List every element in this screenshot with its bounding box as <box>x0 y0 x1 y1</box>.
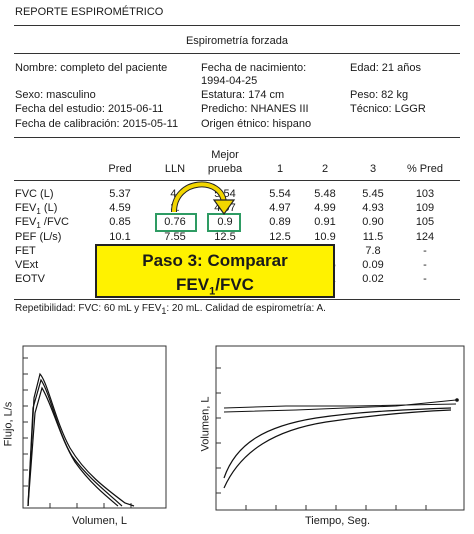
predicted-ref: Predicho: NHANES III <box>201 103 309 115</box>
table-cell: 5.45 <box>362 188 384 200</box>
table-cell: 124 <box>415 231 435 243</box>
divider <box>14 53 460 54</box>
table-cell: 11.5 <box>362 231 384 243</box>
calibration-date: Fecha de calibración: 2015-05-11 <box>15 118 179 130</box>
report-title: REPORTE ESPIROMÉTRICO <box>15 6 164 18</box>
age: Edad: 21 años <box>350 62 421 74</box>
table-cell: 5.37 <box>109 188 131 200</box>
table-cell: 0.9 <box>217 216 233 228</box>
table-cell: 7.55 <box>164 231 186 243</box>
technician: Técnico: LGGR <box>350 103 426 115</box>
divider <box>14 137 460 138</box>
header-best-line2: prueba <box>207 163 243 175</box>
header-trial-2: 2 <box>321 163 329 175</box>
banner-line1: Paso 3: Comparar <box>142 251 288 270</box>
time-chart-xlabel: Tiempo, Seg. <box>305 515 371 527</box>
table-cell: 0.85 <box>109 216 131 228</box>
header-trial-1: 1 <box>276 163 284 175</box>
divider <box>14 180 460 181</box>
flow-chart-xlabel: Volumen, L <box>72 515 128 527</box>
table-cell: 12.5 <box>214 231 236 243</box>
dob-value: 1994-04-25 <box>201 75 258 87</box>
table-cell: 0.09 <box>362 259 384 271</box>
table-cell: 0.90 <box>362 216 384 228</box>
header-best-line1: Mejor <box>211 149 239 161</box>
section-title: Espirometría forzada <box>185 35 289 47</box>
patient-name: Nombre: completo del paciente <box>15 62 168 74</box>
lln-highlight-box <box>155 213 197 232</box>
table-cell: 7.8 <box>365 245 381 257</box>
table-cell: 10.1 <box>109 231 131 243</box>
table-cell: - <box>423 273 427 285</box>
sex: Sexo: masculino <box>15 89 96 101</box>
table-cell: 105 <box>415 216 435 228</box>
flow-chart-ylabel: Flujo, L/s <box>2 401 15 447</box>
table-cell: 103 <box>415 188 435 200</box>
table-cell: 109 <box>415 202 435 214</box>
height: Estatura: 174 cm <box>201 89 285 101</box>
table-cell: 0.02 <box>362 273 384 285</box>
divider <box>14 299 460 300</box>
header-pred: Pred <box>108 163 132 175</box>
table-cell: 10.9 <box>314 231 336 243</box>
dob-label: Fecha de nacimiento: <box>201 62 307 74</box>
table-cell: 5.54 <box>269 188 291 200</box>
row-label: FEV1 (L) <box>15 202 58 217</box>
weight: Peso: 82 kg <box>350 89 409 101</box>
header-trial-3: 3 <box>369 163 377 175</box>
table-cell: 0.89 <box>269 216 291 228</box>
table-cell: 4.93 <box>362 202 384 214</box>
row-label: EOTV <box>15 273 45 285</box>
repeatability-note: Repetibilidad: FVC: 60 mL y FEV1: 20 mL.… <box>15 303 326 316</box>
flow-volume-chart <box>22 345 167 509</box>
divider <box>14 25 460 26</box>
table-cell: - <box>423 245 427 257</box>
table-cell: - <box>423 259 427 271</box>
table-cell: 0.76 <box>164 216 186 228</box>
row-label: FVC (L) <box>15 188 54 200</box>
table-cell: 12.5 <box>269 231 291 243</box>
table-cell: 5.48 <box>314 188 336 200</box>
row-label: PEF (L/s) <box>15 231 62 243</box>
table-cell: 4.99 <box>314 202 336 214</box>
banner-line2: FEV1/FVC <box>176 275 254 298</box>
volume-time-chart <box>215 345 465 511</box>
header-lln: LLN <box>164 163 186 175</box>
table-cell: 4.97 <box>269 202 291 214</box>
table-cell: 0.91 <box>314 216 336 228</box>
table-cell: 4.59 <box>109 202 131 214</box>
step-banner: Paso 3: Comparar FEV1/FVC <box>95 244 335 298</box>
study-date: Fecha del estudio: 2015-06-11 <box>15 103 164 115</box>
header-pct-pred: % Pred <box>406 163 444 175</box>
row-label: FET <box>15 245 36 257</box>
row-label: VExt <box>15 259 39 271</box>
table-cell: 4. <box>170 188 180 200</box>
ethnic-origin: Origen étnico: hispano <box>201 118 312 130</box>
time-chart-ylabel: Volumen, L <box>199 396 212 452</box>
row-label: FEV1 /FVC <box>15 216 69 231</box>
